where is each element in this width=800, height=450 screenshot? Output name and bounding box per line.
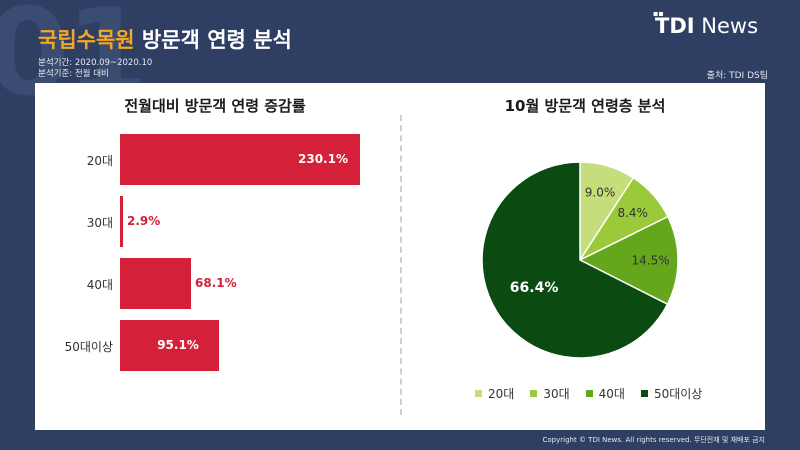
page-title: 국립수목원 방문객 연령 분석 xyxy=(38,30,292,51)
legend-swatch xyxy=(530,390,538,397)
title-rest: 방문객 연령 분석 xyxy=(134,28,292,52)
legend-label: 30대 xyxy=(543,387,570,401)
bar-value-label: 230.1% xyxy=(298,151,348,166)
title-highlight: 국립수목원 xyxy=(38,28,135,52)
pie-chart: 9.0%8.4% 14.5% 66.4% xyxy=(481,161,679,359)
tdi-news-logo: ▪▪ TDI News xyxy=(653,10,759,38)
bar xyxy=(120,320,220,371)
pie-legend: 20대 30대 40대 50대이상 xyxy=(475,385,702,402)
legend-label: 20대 xyxy=(488,387,515,401)
legend-item: 50대이상 xyxy=(640,385,703,402)
pie-value-label: 9.0% xyxy=(585,185,616,199)
pie-value-label: 14.5% xyxy=(631,253,669,267)
bar xyxy=(120,196,124,247)
bar-value-label: 68.1% xyxy=(195,275,237,290)
legend-item: 40대 xyxy=(585,385,625,402)
logo-dots-icon: ▪▪ xyxy=(653,9,664,18)
legend-item: 30대 xyxy=(530,385,570,402)
analysis-meta: 분석기간: 2020.09~2020.10 분석기준: 전월 대비 xyxy=(38,58,152,80)
legend-label: 50대이상 xyxy=(653,387,703,401)
bar-value-label: 2.9% xyxy=(127,213,161,228)
panel-divider xyxy=(400,115,402,415)
bar-category-label: 50대이상 xyxy=(64,339,113,354)
pie-value-label: 66.4% xyxy=(510,280,559,296)
pie-slice xyxy=(578,215,679,306)
bar xyxy=(120,258,192,309)
pie-slice xyxy=(481,161,669,359)
logo-light: News xyxy=(701,14,759,38)
pie-chart-title: 10월 방문객 연령층 분석 xyxy=(504,97,666,115)
analysis-basis: 분석기준: 전월 대비 xyxy=(38,69,109,79)
bar xyxy=(120,134,360,185)
legend-label: 40대 xyxy=(598,387,625,401)
analysis-period: 분석기간: 2020.09~2020.10 xyxy=(38,58,153,68)
logo-bold: TDI xyxy=(655,14,695,38)
bar-category-label: 20대 xyxy=(86,153,113,168)
copyright-footer: Copyright © TDI News. All rights reserve… xyxy=(542,436,765,444)
legend-item: 20대 xyxy=(475,385,514,402)
pie-value-label: 8.4% xyxy=(617,206,648,220)
bar-category-label: 40대 xyxy=(86,277,113,292)
legend-swatch xyxy=(475,390,482,397)
bar-chart-title: 전월대비 방문객 연령 증감률 xyxy=(124,97,306,115)
bar-value-label: 95.1% xyxy=(157,337,199,352)
source-label: 출처: TDI DS팀 xyxy=(706,71,768,81)
bar-category-label: 30대 xyxy=(86,215,113,230)
legend-swatch xyxy=(585,390,593,397)
legend-swatch xyxy=(640,390,648,397)
chart-panel: 전월대비 방문객 연령 증감률 10월 방문객 연령층 분석 9.0% 8.4% 1… xyxy=(35,83,765,430)
